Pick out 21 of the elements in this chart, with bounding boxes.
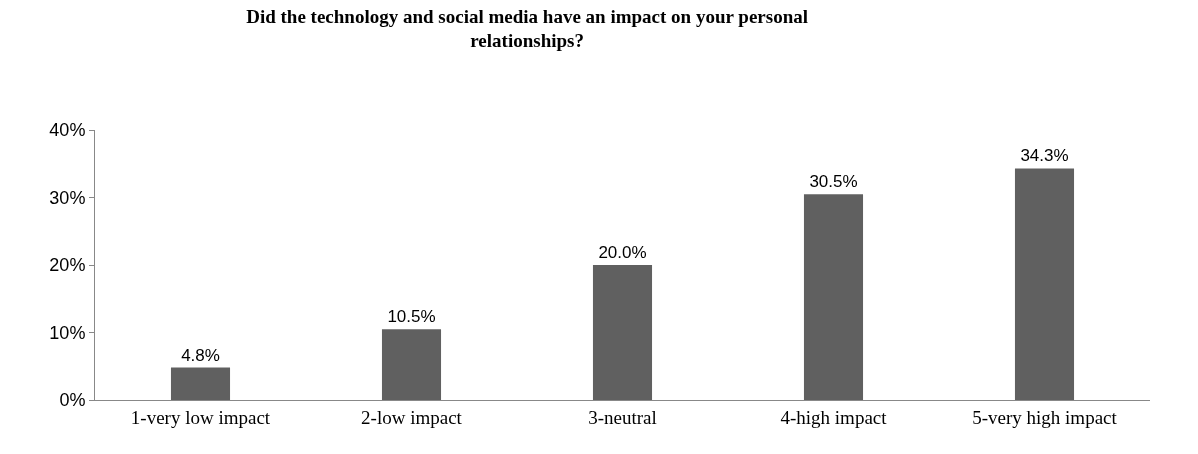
x-tick-label: 5-very high impact — [972, 406, 1118, 428]
y-tick-label: 40% — [49, 120, 86, 141]
x-tick-label: 1-very low impact — [130, 406, 271, 428]
y-tick-label: 0% — [59, 390, 86, 411]
x-tick-label: 2-low impact — [361, 406, 463, 428]
x-tick-label: 3-neutral — [588, 406, 657, 428]
bar — [1014, 168, 1075, 400]
chart-title: Did the technology and social media have an impact on your personal relationships? — [246, 5, 809, 52]
y-tick-label: 20% — [49, 255, 86, 276]
y-tick-label: 10% — [49, 322, 86, 343]
bar — [170, 367, 231, 400]
data-label: 20.0% — [598, 243, 647, 262]
bar — [381, 329, 442, 400]
data-label: 4.8% — [181, 345, 220, 365]
x-tick-label: 4-high impact — [780, 406, 888, 428]
data-label: 10.5% — [387, 307, 436, 327]
data-label: 30.5% — [809, 172, 858, 192]
bar — [803, 194, 864, 400]
y-tick-label: 30% — [49, 187, 86, 208]
bar — [592, 265, 653, 400]
data-label: 34.3% — [1020, 146, 1069, 166]
